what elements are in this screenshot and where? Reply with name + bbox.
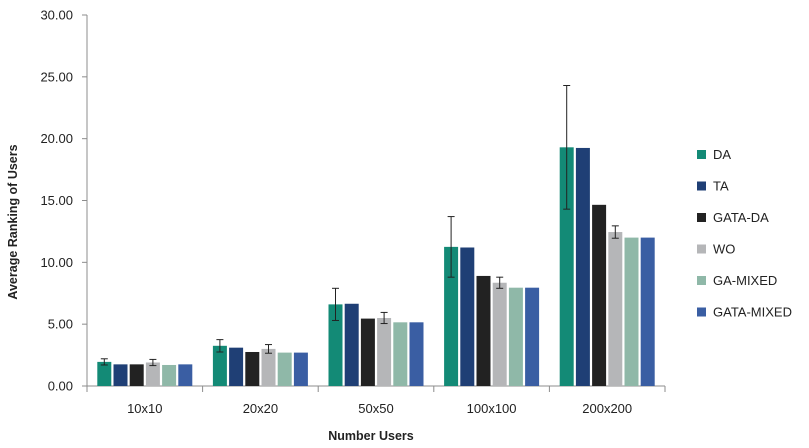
bar — [178, 364, 193, 386]
bar — [575, 147, 590, 386]
bar — [277, 352, 292, 386]
y-axis-title: Average Ranking of Users — [6, 144, 20, 299]
x-axis: 10x10 20x20 50x50 100x100 200x200 — [86, 385, 666, 416]
bar — [245, 351, 260, 386]
bar — [97, 361, 112, 386]
x-axis-title: Number Users — [328, 429, 413, 443]
y-tick-label: 25.00 — [40, 69, 73, 84]
bar — [377, 317, 392, 386]
bar — [460, 247, 475, 386]
bar — [360, 318, 375, 386]
bar — [525, 287, 540, 386]
bar — [409, 322, 424, 386]
bar — [444, 246, 459, 386]
bar — [212, 345, 227, 386]
x-tick-label: 200x200 — [582, 401, 632, 416]
bar — [624, 237, 639, 386]
bar — [328, 304, 343, 386]
legend-label: WO — [713, 242, 735, 257]
y-tick-label: 15.00 — [40, 193, 73, 208]
bar — [113, 364, 128, 386]
legend-swatch — [697, 213, 706, 222]
y-axis: 0.00 5.00 10.00 15.00 20.00 25.00 30.00 — [40, 8, 88, 394]
legend-swatch — [697, 276, 706, 285]
bar — [608, 232, 623, 386]
legend-swatch — [697, 307, 706, 317]
y-tick-label: 20.00 — [40, 131, 73, 146]
legend-label: GATA-DA — [713, 210, 769, 225]
x-tick-label: 50x50 — [358, 401, 393, 416]
bar — [229, 347, 244, 386]
bar — [508, 287, 523, 386]
x-tick-label: 100x100 — [467, 401, 517, 416]
legend: DA TA GATA-DA WO GA-MIXED GATA-MIXED — [697, 147, 792, 320]
legend-swatch — [697, 150, 706, 159]
x-tick-label: 10x10 — [127, 401, 162, 416]
bar — [162, 364, 177, 386]
legend-label: GATA-MIXED — [713, 305, 792, 320]
y-tick-label: 0.00 — [48, 379, 73, 394]
legend-label: DA — [713, 147, 731, 162]
legend-label: TA — [713, 179, 729, 194]
y-tick-label: 5.00 — [48, 317, 73, 332]
bar — [129, 364, 144, 386]
y-tick-label: 30.00 — [40, 8, 73, 23]
bars — [97, 147, 655, 386]
bar — [261, 348, 276, 386]
bar — [559, 147, 574, 386]
bar — [592, 204, 607, 386]
bar — [476, 275, 491, 386]
x-tick-label: 20x20 — [243, 401, 278, 416]
bar — [393, 322, 408, 386]
bar — [145, 362, 160, 386]
legend-swatch — [697, 244, 706, 254]
bar — [293, 352, 308, 386]
y-tick-label: 10.00 — [40, 255, 73, 270]
error-bars — [100, 84, 619, 367]
bar — [492, 282, 507, 386]
legend-label: GA-MIXED — [713, 273, 777, 288]
bar — [344, 303, 359, 386]
bar — [640, 237, 655, 386]
legend-swatch — [697, 181, 706, 191]
